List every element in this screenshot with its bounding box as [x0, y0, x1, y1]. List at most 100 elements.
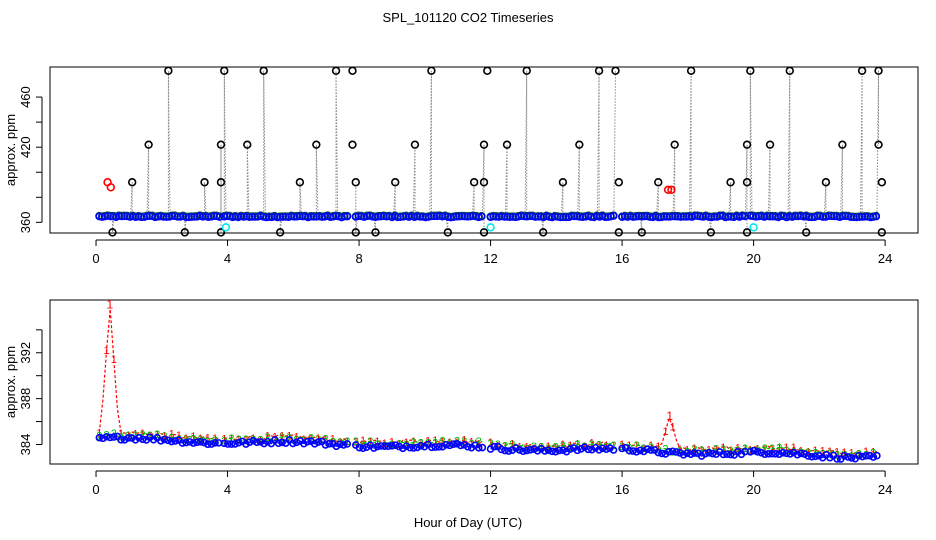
top-spike-point — [348, 140, 357, 149]
top-spike-point — [558, 178, 568, 187]
bottom-x-tick-label: 24 — [878, 482, 892, 497]
top-connector-line — [99, 70, 222, 233]
series-1-marker: 1 — [440, 436, 446, 448]
top-spike-point — [614, 178, 624, 187]
series-1-marker: 1 — [212, 433, 218, 445]
series-3-point — [402, 442, 411, 450]
series-3-point — [672, 448, 681, 456]
series-2-marker: 2 — [250, 434, 256, 446]
series-2-marker: 2 — [610, 440, 616, 452]
series-3-point — [786, 450, 794, 458]
series-3-point — [598, 444, 607, 453]
series-1-marker: 1 — [633, 440, 639, 452]
series-3-point — [380, 442, 389, 450]
series-3-point — [370, 444, 378, 452]
series-1-marker: 1 — [610, 440, 616, 452]
series-1-marker: 1 — [720, 442, 726, 454]
top-plot-frame — [49, 66, 919, 234]
series-2-marker: 2 — [495, 439, 501, 451]
series-3-point — [474, 444, 483, 452]
top-baseline-point — [343, 212, 352, 221]
series-1-marker: 1 — [538, 442, 544, 454]
top-spike-point — [348, 66, 357, 75]
series-2-marker: 2 — [221, 436, 227, 448]
series-1-marker: 1 — [125, 430, 131, 442]
series-2-line — [749, 446, 877, 457]
series-3-point — [629, 447, 637, 455]
series-3-point — [435, 443, 443, 451]
series-3-point — [658, 449, 666, 458]
series-3-point — [289, 439, 297, 448]
series-1-marker: 1 — [662, 426, 668, 438]
bottom-y-tick-label: 388 — [18, 388, 33, 410]
top-dip-point — [108, 228, 117, 237]
series-1-marker: 1 — [762, 444, 768, 456]
series-3-point — [388, 442, 396, 450]
series-3-point — [292, 438, 301, 447]
series-3-point — [196, 438, 205, 446]
series-3-point — [701, 449, 710, 458]
top-x-tick-label: 8 — [355, 251, 362, 266]
series-2-marker: 2 — [257, 434, 263, 446]
series-2-marker: 2 — [553, 441, 559, 453]
series-3-point — [779, 448, 787, 457]
top-spike-point — [200, 178, 209, 187]
bottom-x-tick-label: 4 — [224, 482, 231, 497]
series-3-point — [384, 442, 393, 451]
top-dip-point — [637, 228, 647, 237]
top-spike-point — [312, 140, 321, 149]
series-3-point — [522, 446, 531, 455]
top-baseline-point — [609, 211, 618, 220]
series-3-point — [811, 452, 820, 461]
top-spike-point — [127, 178, 137, 187]
series-3-point — [804, 452, 812, 460]
series-3-point — [654, 448, 663, 457]
top-spike-point — [686, 66, 696, 75]
series-2-marker: 2 — [589, 439, 595, 451]
series-3-point — [256, 438, 265, 446]
top-spike-point — [216, 140, 226, 149]
series-3-point — [406, 443, 414, 452]
series-1-marker: 1 — [461, 435, 467, 447]
top-x-tick-label: 0 — [92, 251, 99, 266]
series-3-point — [274, 439, 283, 448]
series-3-point — [321, 441, 330, 449]
series-3-point — [771, 449, 780, 458]
series-3-point — [746, 447, 755, 456]
series-1-marker: 1 — [205, 433, 211, 445]
series-3-point — [167, 437, 176, 446]
series-3-point — [325, 440, 333, 448]
series-3-point — [865, 451, 874, 460]
series-1-marker: 1 — [103, 345, 109, 357]
series-3-point — [253, 438, 261, 446]
series-1-marker: 1 — [374, 436, 380, 448]
bottom-y-tick-label: 392 — [18, 342, 33, 364]
top-dip-point — [538, 228, 548, 237]
series-3-point — [625, 446, 634, 455]
series-3-point — [855, 451, 863, 460]
top-spike-point — [479, 178, 489, 187]
top-dip-point — [180, 228, 190, 237]
series-3-point — [541, 447, 549, 455]
series-1-marker: 1 — [330, 434, 336, 446]
series-1-marker: 1 — [776, 442, 782, 454]
series-3-point — [726, 450, 735, 459]
series-3-point — [211, 439, 219, 447]
series-1-marker: 1 — [812, 445, 818, 457]
top-dip-point — [877, 228, 887, 237]
series-3-point — [260, 439, 268, 448]
top-spike-point — [502, 140, 512, 149]
bottom-y-tick-label: 384 — [18, 434, 33, 456]
top-spike-point — [522, 66, 531, 75]
series-1-peak-marker: 1 — [666, 409, 673, 423]
series-3-point — [573, 446, 582, 455]
series-3-point — [555, 446, 564, 455]
series-3-point — [431, 443, 440, 451]
bottom-x-tick-label: 16 — [615, 482, 629, 497]
top-dip-point — [742, 228, 752, 237]
top-dip-point — [706, 228, 716, 237]
series-2-marker: 2 — [574, 439, 580, 451]
series-2-marker: 2 — [776, 442, 782, 454]
series-3-point — [207, 440, 216, 448]
